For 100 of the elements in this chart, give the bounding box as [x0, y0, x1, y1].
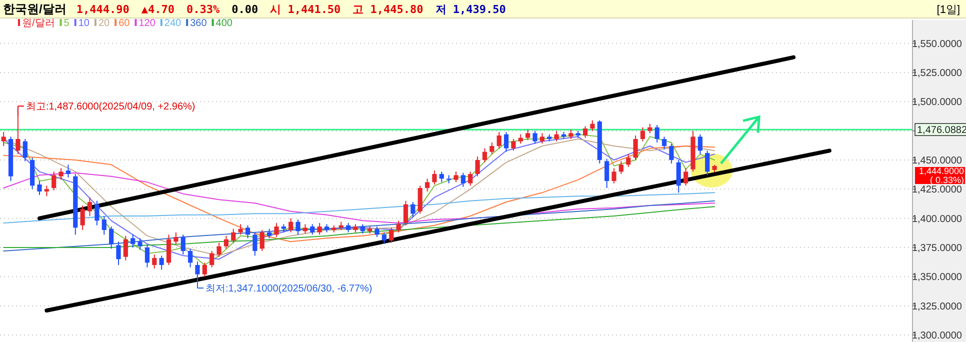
candlestick — [662, 136, 667, 150]
candlestick — [460, 172, 466, 188]
candlestick — [94, 200, 100, 226]
line-series — [3, 192, 716, 224]
candlestick — [590, 120, 595, 132]
candlestick — [511, 138, 516, 152]
candlestick — [238, 224, 243, 236]
y-tick-label: 1,375.0000 — [912, 243, 962, 254]
candlestick — [87, 196, 92, 216]
candlestick — [582, 126, 588, 138]
candlestick — [231, 228, 236, 244]
candlestick — [166, 234, 172, 266]
candlestick — [288, 218, 294, 233]
candlestick — [296, 219, 300, 236]
text: 0.00 — [232, 3, 258, 16]
candlestick — [424, 178, 430, 192]
text: [1일] — [936, 4, 960, 16]
candlestick — [532, 130, 538, 144]
candlestick — [475, 156, 480, 177]
candlestick — [504, 132, 509, 152]
candlestick — [144, 244, 150, 268]
candlestick — [210, 250, 214, 268]
legend-label: 120 — [138, 18, 156, 29]
candlestick — [152, 254, 157, 269]
candlestick — [310, 224, 315, 236]
candlestick — [58, 168, 64, 180]
candlestick — [633, 135, 638, 160]
candlestick — [626, 154, 631, 168]
y-tick-label: 1,425.0000 — [912, 184, 962, 196]
legend-label: 240 — [164, 18, 182, 29]
candlestick — [174, 232, 178, 244]
candlestick — [317, 222, 322, 236]
candlestick — [180, 234, 186, 255]
y-tick-label: 1,400.0000 — [912, 214, 962, 225]
candlestick — [604, 158, 610, 188]
candlestick — [618, 160, 624, 174]
candlestick — [109, 226, 114, 250]
text: 1,444.9000 ( 0.33%) — [915, 166, 965, 185]
candlestick — [439, 171, 444, 183]
candlestick — [302, 224, 308, 234]
candlestick — [612, 168, 616, 184]
legend-label: 5 — [64, 18, 70, 29]
y-tick-label: 1,325.0000 — [912, 301, 962, 312]
candlestick — [654, 124, 660, 143]
candlestick — [683, 168, 688, 186]
candlestick — [266, 228, 272, 239]
candlestick — [526, 129, 530, 141]
candlestick — [216, 242, 222, 258]
y-tick-label: 1,550.0000 — [912, 38, 962, 50]
candlestick — [468, 171, 473, 186]
candlestick — [389, 227, 394, 244]
candlestick — [496, 132, 502, 149]
candlestick — [382, 232, 386, 244]
candlestick — [648, 123, 652, 134]
legend-label: 400 — [216, 18, 233, 29]
candlestick — [346, 222, 351, 233]
text: 저 1,439.50 — [435, 3, 506, 16]
candlestick — [360, 224, 365, 234]
candlestick — [202, 262, 207, 278]
candlestick — [482, 148, 488, 163]
candlestick — [396, 220, 401, 233]
y-tick-label: 1,525.0000 — [912, 68, 962, 79]
candlestick — [568, 129, 574, 140]
text: 시 1,441.50 — [270, 3, 341, 16]
y-tick-label: 1,450.0000 — [912, 156, 962, 166]
candlestick — [676, 160, 681, 194]
candlestick — [374, 226, 380, 238]
candlestick — [102, 216, 106, 236]
candlestick — [130, 234, 136, 248]
candlestick — [52, 171, 56, 191]
candlestick — [159, 255, 164, 270]
text: 고 1,445.80 — [352, 3, 424, 16]
candlestick — [66, 164, 71, 178]
legend-label: 원/달러 — [22, 18, 55, 29]
candlestick — [80, 205, 85, 230]
candlestick — [188, 248, 193, 268]
candlestick — [432, 170, 437, 185]
candlestick — [245, 224, 250, 239]
candlestick — [37, 180, 42, 196]
candlestick — [669, 143, 674, 164]
legend-label: 60 — [118, 18, 130, 29]
candlestick — [540, 132, 544, 144]
candlestick — [22, 138, 28, 162]
candlestick — [518, 134, 523, 144]
text: ▲4.70 — [141, 3, 174, 16]
y-tick-label: 1,500.0000 — [912, 97, 962, 108]
legend-label: 20 — [98, 18, 110, 29]
candlestick — [640, 126, 646, 142]
candlestick — [410, 202, 416, 218]
candlestick — [1, 132, 6, 146]
text: 1,444.90 — [76, 3, 130, 16]
legend-label: 360 — [190, 18, 208, 29]
candlestick — [418, 185, 422, 214]
line-series — [3, 200, 716, 252]
candlestick — [116, 241, 121, 266]
chart-title: 한국원/달러 — [3, 2, 66, 16]
y-tick-label: 1,350.0000 — [912, 272, 962, 284]
candlestick — [698, 134, 702, 155]
y-tick-label: 1,300.0000 — [912, 330, 962, 342]
candlestick — [44, 185, 49, 197]
